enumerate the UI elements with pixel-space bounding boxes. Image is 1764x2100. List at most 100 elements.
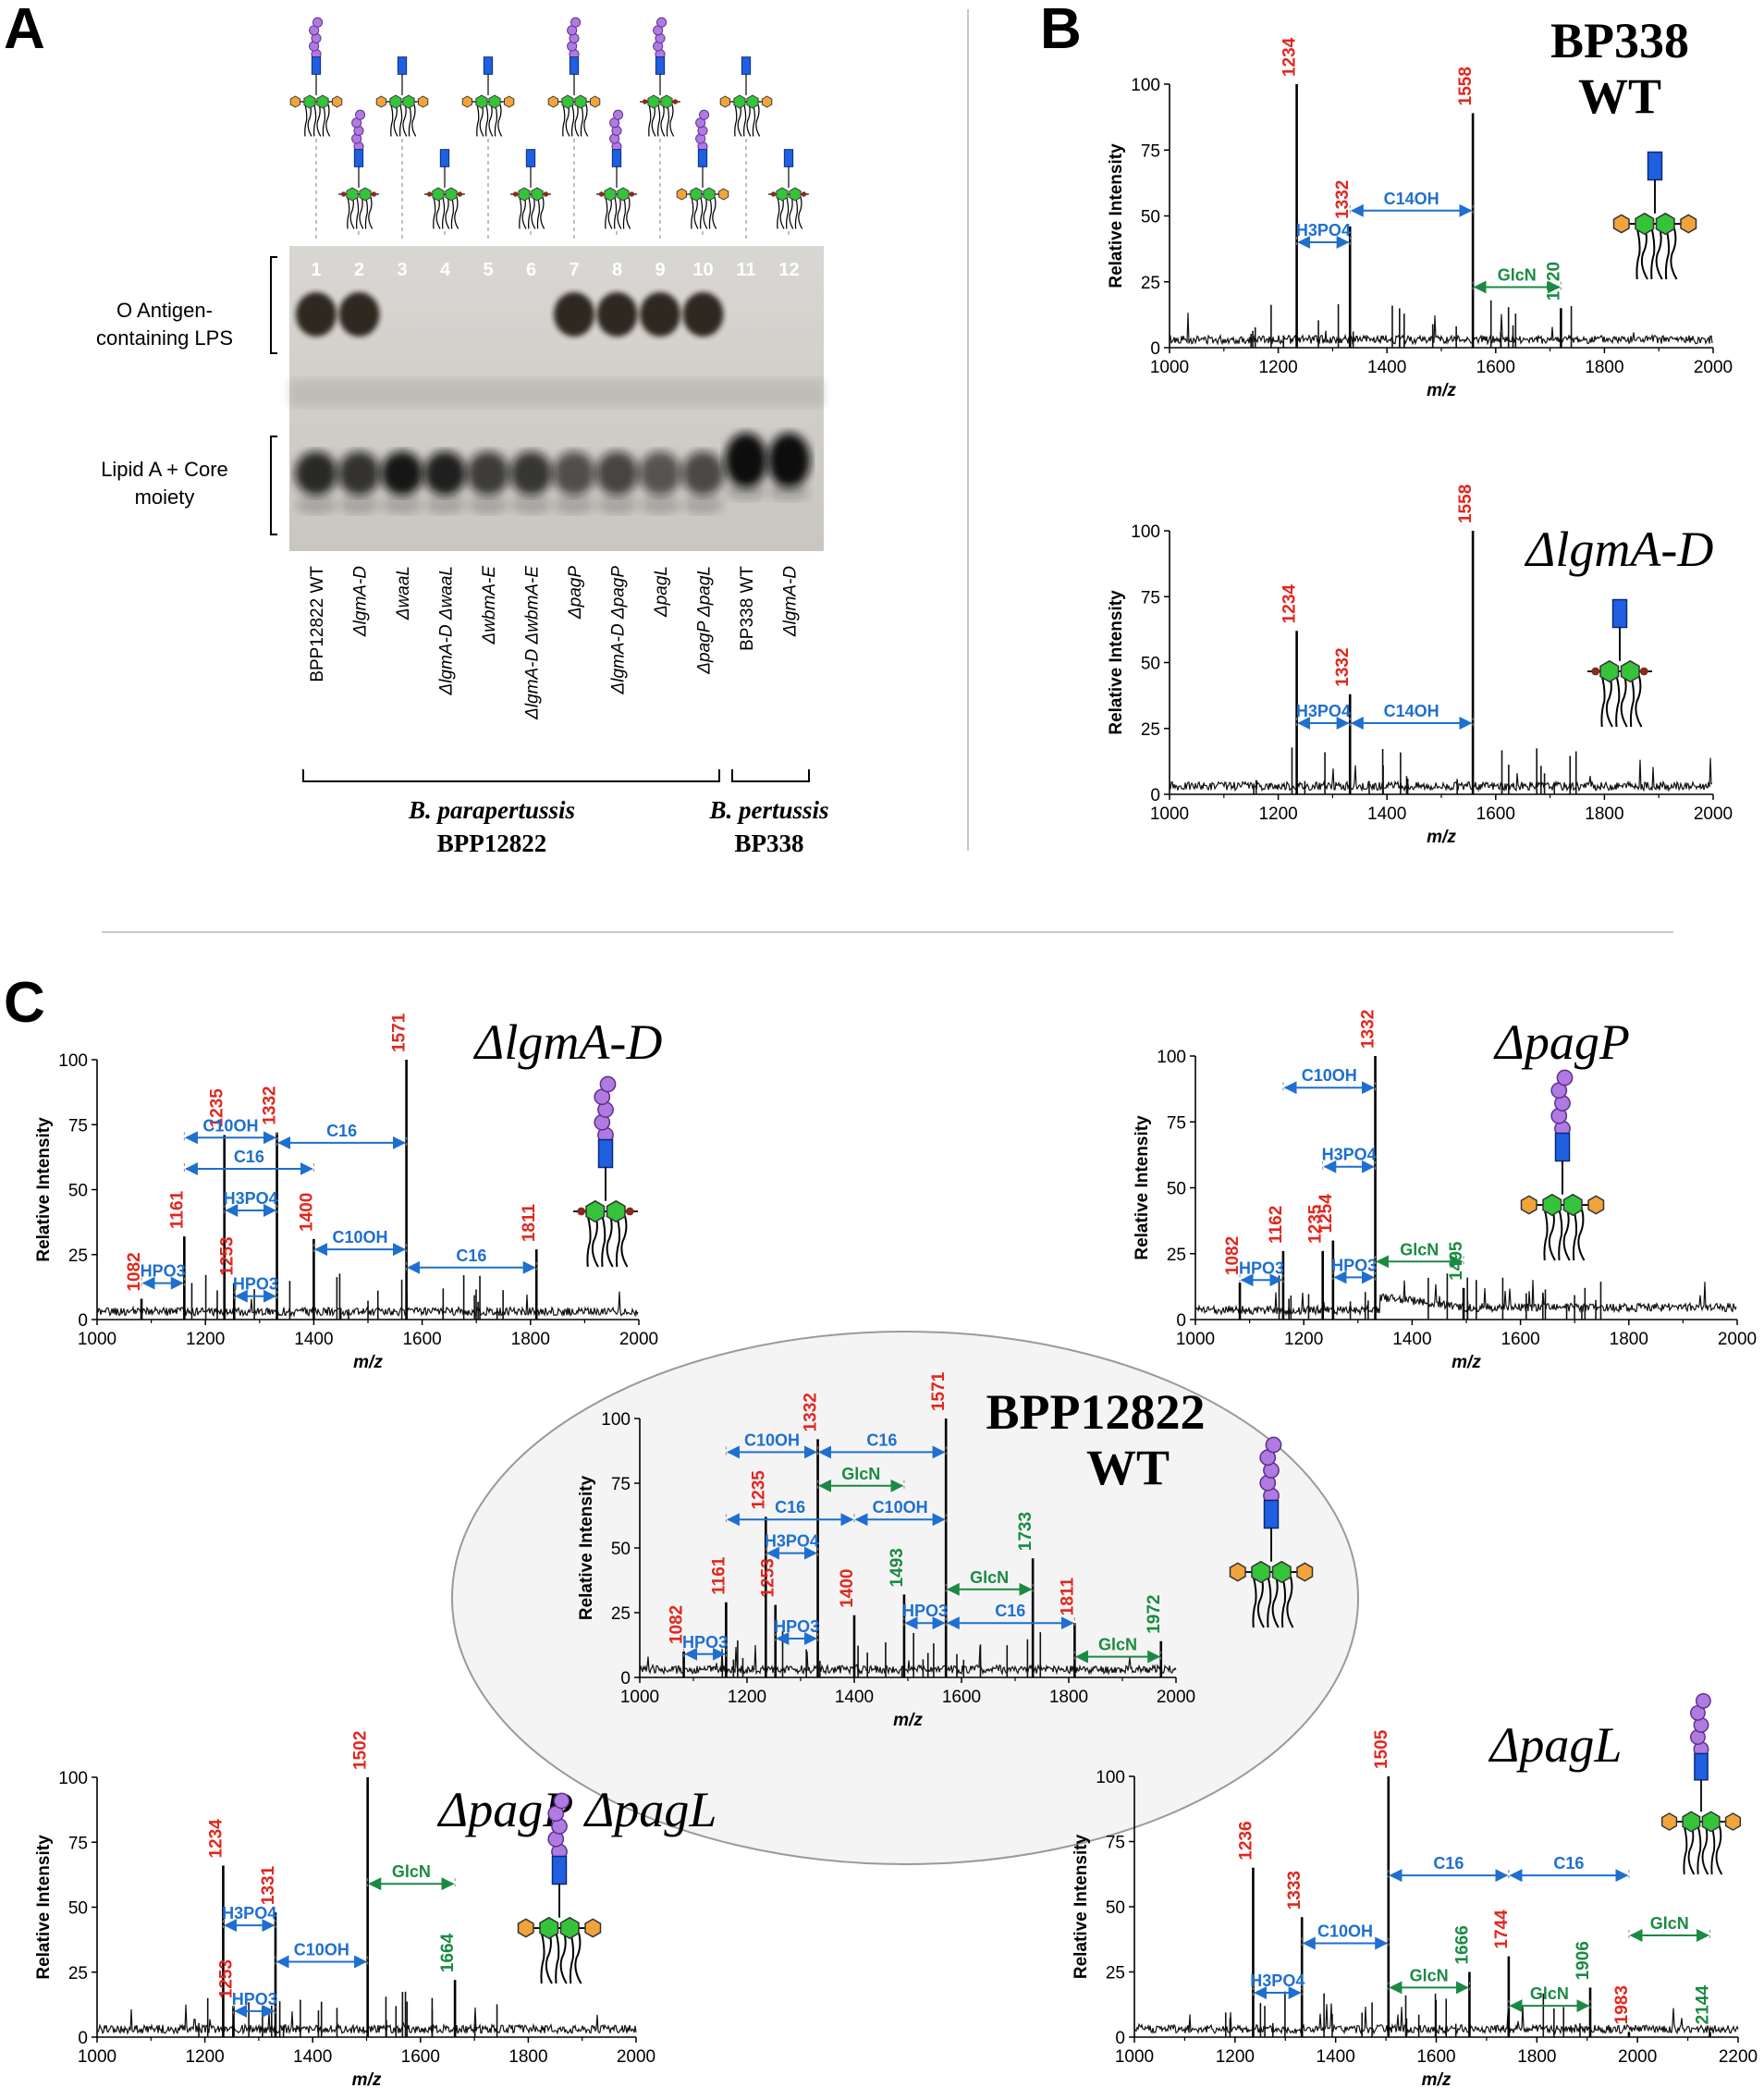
peak-label: 1253 <box>217 1236 237 1275</box>
o-antigen-sugar <box>1265 1436 1282 1454</box>
peak-label: 1972 <box>1145 1595 1164 1634</box>
y-tick-label: 0 <box>620 1669 631 1689</box>
peak-label: 1161 <box>167 1190 187 1229</box>
peak-label: 1906 <box>1574 1941 1593 1980</box>
spectrum-title-line1: BPP12822 <box>986 1384 1206 1440</box>
lps-structure-icon <box>1587 598 1652 728</box>
y-axis-label: Relative Intensity <box>34 1835 54 1980</box>
lane-number: 4 <box>440 260 451 280</box>
o-antigen-bracket <box>270 256 277 354</box>
core-oligosaccharide <box>439 149 450 167</box>
mass-shift-label: GlcN <box>970 1568 1009 1587</box>
spectrum-title-line2: WT <box>1086 1440 1170 1495</box>
panel-label-c: C <box>4 971 45 1035</box>
x-tick-label: 2000 <box>1618 2047 1657 2067</box>
strain-label: ΔwbmA-E <box>480 566 499 645</box>
mass-shift-label: C10OH <box>332 1228 387 1246</box>
y-tick-label: 25 <box>68 1964 88 1983</box>
y-tick-label: 25 <box>68 1246 88 1266</box>
y-tick-label: 75 <box>1106 1834 1125 1853</box>
gel-panel: 1 2 3 4 5 6 7 8 9 10 11 12 <box>289 246 824 551</box>
peak-label: 1253 <box>216 1959 236 1998</box>
mass-shift-label: GlcN <box>1498 265 1537 284</box>
x-tick-label: 1600 <box>1476 358 1515 377</box>
x-tick-label: 1400 <box>293 2047 332 2067</box>
spectrum-title: ΔpagP ΔpagL <box>437 1782 717 1837</box>
lipid-core-band <box>553 451 595 496</box>
bp-strain-label: BP338 <box>734 829 803 857</box>
lps-structure-icon <box>676 109 729 229</box>
mass-shift-label: GlcN <box>1530 1984 1569 2003</box>
peak-label: 1332 <box>1333 647 1353 686</box>
core-oligosaccharide <box>1554 1132 1571 1162</box>
y-tick-label: 75 <box>1141 141 1160 161</box>
x-axis-label: m/z <box>893 1711 923 1730</box>
spectrum-bpppagppagl: 1000 1200 1400 1600 1800 2000 0 25 50 75 100 Relati… <box>34 1731 717 2090</box>
strain-label: ΔlgmA-D ΔwaaL <box>437 566 457 696</box>
y-tick-label: 75 <box>1167 1113 1186 1133</box>
lane-number: 7 <box>569 260 579 280</box>
bp-bracket <box>731 769 810 782</box>
o-antigen-sugar <box>553 1792 570 1810</box>
y-tick-label: 0 <box>78 2029 88 2048</box>
lipid-core-band <box>767 433 811 488</box>
x-tick-label: 1000 <box>1176 1330 1215 1349</box>
x-tick-label: 2200 <box>1719 2047 1758 2067</box>
core-oligosaccharide <box>1647 151 1663 181</box>
o-antigen-sugar <box>570 17 582 28</box>
x-tick-label: 2000 <box>1694 358 1733 377</box>
lipid-core-band <box>467 451 509 496</box>
x-tick-label: 1400 <box>1367 358 1406 377</box>
x-tick-label: 1600 <box>1476 804 1515 824</box>
peak-label: 1744 <box>1492 1910 1512 1949</box>
y-tick-label: 0 <box>1150 339 1160 359</box>
x-tick-label: 1200 <box>1258 804 1297 824</box>
x-tick-label: 1400 <box>1392 1330 1431 1349</box>
mass-shift-label: HPO3 <box>1331 1256 1377 1274</box>
lane-number: 3 <box>397 260 407 280</box>
peak-label: 1666 <box>1452 1925 1472 1964</box>
y-tick-label: 75 <box>68 1116 88 1136</box>
spectrum-title-line2: WT <box>1578 68 1661 124</box>
core-oligosaccharide <box>611 149 622 167</box>
core-oligosaccharide <box>1263 1499 1280 1529</box>
y-tick-label: 100 <box>1157 1048 1186 1067</box>
mass-shift-label: C16 <box>995 1602 1025 1620</box>
core-oligosaccharide <box>597 1138 614 1169</box>
o-antigen-sugar <box>699 109 710 120</box>
peak-label: 1235 <box>749 1470 768 1510</box>
x-tick-label: 1800 <box>1049 1688 1088 1707</box>
spectrum-bp338lgmad: 1000 1200 1400 1600 1800 2000 0 25 50 75 100 Relati… <box>1107 485 1733 847</box>
y-tick-label: 0 <box>78 1311 88 1331</box>
o-antigen-band <box>682 292 724 337</box>
o-antigen-label-1: O Antigen- <box>116 299 213 322</box>
lps-structure-icon <box>338 109 379 229</box>
core-oligosaccharide <box>525 149 536 167</box>
bp-species-label: B. pertussis <box>708 796 828 824</box>
core-oligosaccharide <box>483 56 494 75</box>
spectrum-title: ΔlgmA-D <box>1525 522 1714 577</box>
y-tick-label: 0 <box>1176 1311 1186 1331</box>
strain-label: ΔpagP ΔpagL <box>695 566 715 675</box>
peak-label: 1505 <box>1372 1729 1391 1769</box>
y-tick-label: 75 <box>611 1475 631 1494</box>
lipid-core-band <box>639 451 681 496</box>
mass-shift-label: H3PO4 <box>222 1904 276 1922</box>
lps-structure-icon <box>719 56 773 137</box>
strain-label: ΔwaaL <box>394 566 413 620</box>
y-axis-label: Relative Intensity <box>577 1475 596 1620</box>
mass-shift-label: H3PO4 <box>224 1189 278 1208</box>
lane-number: 9 <box>655 260 665 280</box>
peak-label: 1400 <box>838 1569 857 1608</box>
core-oligosaccharide <box>353 149 364 167</box>
spectrum-bpppagl: 1000 1200 1400 1600 1800 2000 2200 0 25 50 75 100 Re… <box>1072 1692 1758 2090</box>
lane-number: 1 <box>311 260 321 280</box>
spectrum-bppwt: 1000 1200 1400 1600 1800 2000 0 25 50 75 100 Relati… <box>577 1371 1314 1730</box>
peak-label: 1502 <box>351 1731 371 1770</box>
mass-shift-label: C16 <box>234 1148 264 1166</box>
x-tick-label: 1600 <box>402 1330 441 1349</box>
y-axis-label: Relative Intensity <box>34 1117 54 1262</box>
x-axis-label: m/z <box>353 1353 383 1372</box>
mass-shift-label: C16 <box>1553 1854 1584 1873</box>
lipid-core-bracket <box>270 436 277 535</box>
